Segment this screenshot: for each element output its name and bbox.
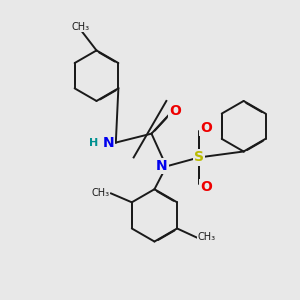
Text: CH₃: CH₃	[92, 188, 110, 198]
Text: H: H	[89, 138, 98, 148]
Text: S: S	[194, 150, 204, 164]
Text: N: N	[156, 159, 168, 173]
Text: N: N	[103, 136, 114, 150]
Text: O: O	[169, 104, 181, 118]
Text: CH₃: CH₃	[198, 232, 216, 242]
Text: O: O	[200, 180, 212, 194]
Text: O: O	[200, 121, 212, 135]
Text: CH₃: CH₃	[71, 22, 89, 32]
